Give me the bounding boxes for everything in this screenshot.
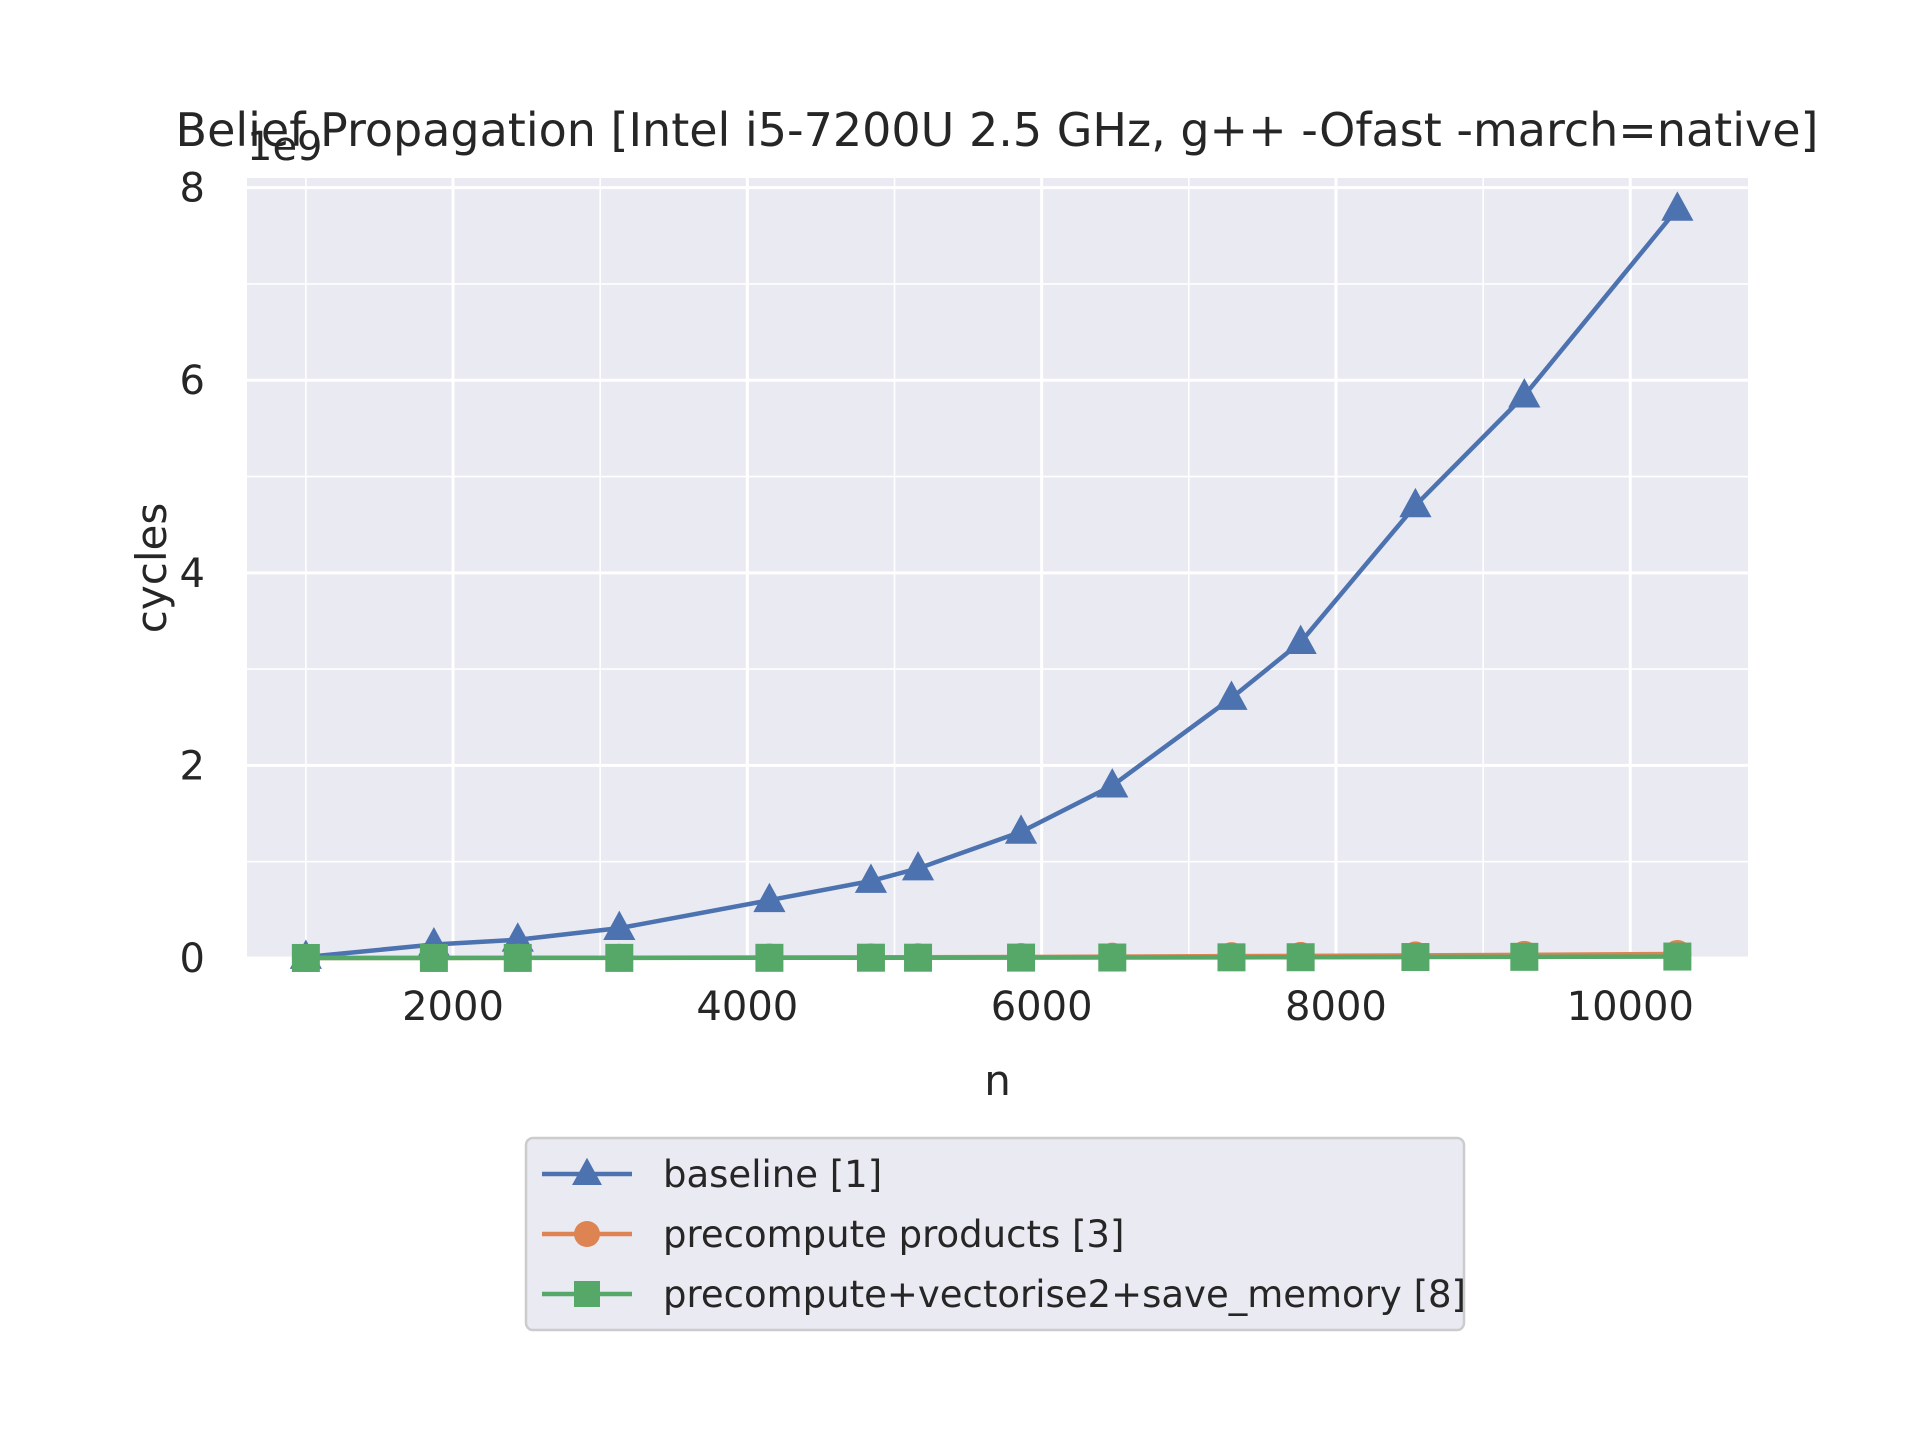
x-tick-label: 8000 [1285,984,1387,1030]
data-point [1508,378,1541,408]
data-point [419,943,448,972]
data-point [1663,942,1692,971]
legend-label: precompute products [3] [663,1213,1124,1256]
legend-marker [574,1221,600,1247]
data-point [1401,943,1430,972]
data-point [1510,942,1539,971]
x-tick-label: 10000 [1567,984,1694,1030]
y-tick-label: 6 [180,358,205,404]
data-point [854,863,888,893]
data-point [1007,943,1036,972]
data-point [901,850,935,881]
data-point [1096,768,1129,798]
data-point [1286,943,1315,972]
legend-item: baseline [1] [542,1153,882,1196]
data-point [755,943,784,972]
data-point [603,910,636,941]
data-point [1217,943,1246,972]
legend-marker [574,1281,600,1307]
data-point [856,943,885,972]
y-tick-label: 2 [180,743,205,789]
data-point [904,943,933,972]
x-axis-label: n [984,1056,1011,1105]
data-point [1215,680,1248,710]
data-point [753,882,786,913]
legend-item: precompute+vectorise2+save_memory [8] [542,1273,1466,1316]
tick-labels: 2000 4000 6000 8000 10000 0 2 4 6 8 [180,166,1694,1030]
data-point [1098,943,1127,972]
data-point [1284,624,1317,655]
y-axis-offset-label: 1e9 [247,124,323,170]
series-line [305,207,1680,960]
series-group [289,191,1694,972]
data-point [605,943,634,972]
data-point [1399,487,1432,518]
chart-title: Belief Propagation [Intel i5-7200U 2.5 G… [176,103,1819,157]
data-point [1661,191,1694,221]
y-tick-label: 8 [180,166,205,212]
y-axis-label: cycles [127,503,176,633]
series-3 [291,942,1692,972]
legend-item: precompute products [3] [542,1213,1124,1256]
legend-marker [572,1157,602,1186]
legend: baseline [1] precompute products [3] preco… [524,1136,1466,1332]
data-point [291,943,320,972]
legend-label: precompute+vectorise2+save_memory [8] [663,1273,1466,1316]
y-tick-label: 0 [180,936,205,982]
data-point [1004,814,1038,844]
x-tick-label: 4000 [696,984,798,1030]
legend-label: baseline [1] [663,1153,882,1196]
x-tick-label: 2000 [402,984,504,1030]
data-point [503,943,532,972]
legend-box [524,1136,1466,1332]
plot-area [247,178,1748,958]
y-tick-label: 4 [180,551,205,597]
x-tick-label: 6000 [991,984,1093,1030]
series-line [305,954,1678,961]
